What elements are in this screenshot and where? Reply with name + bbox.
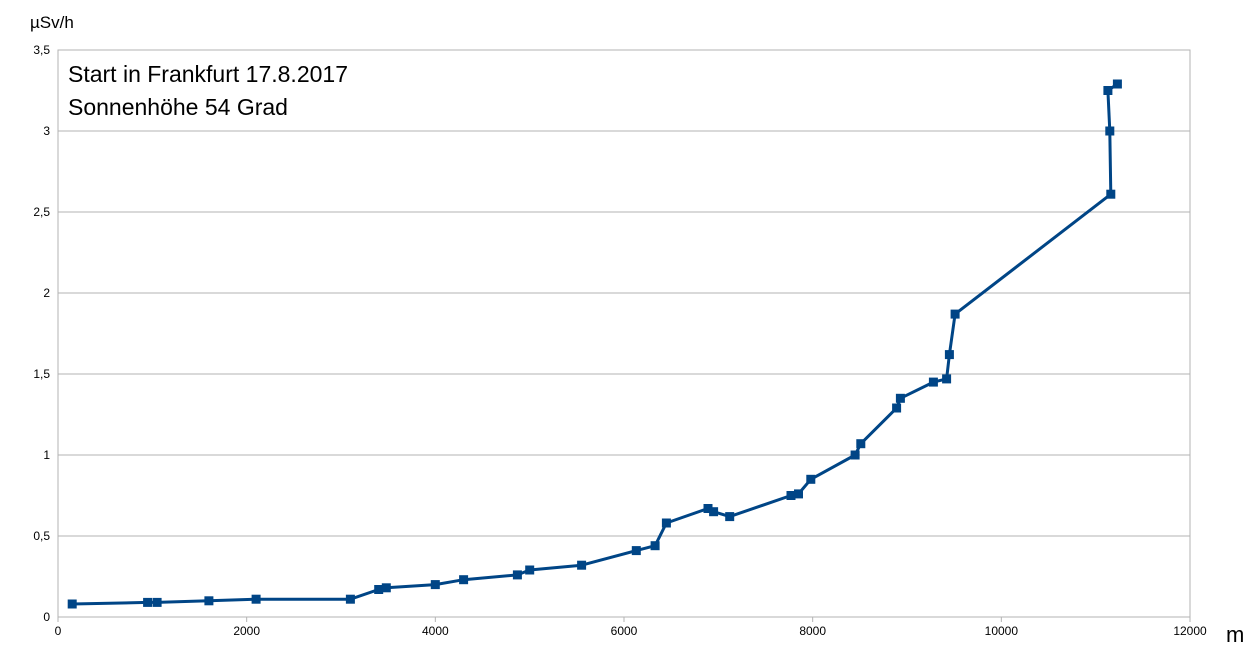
- data-point-marker: [725, 512, 735, 522]
- data-point-marker: [251, 594, 261, 604]
- data-point-marker: [525, 565, 535, 575]
- y-tick-label: 3: [43, 124, 50, 138]
- data-point-marker: [895, 393, 905, 403]
- data-point-marker: [850, 450, 860, 460]
- data-point-marker: [430, 580, 440, 590]
- data-point-marker: [950, 309, 960, 319]
- data-point-marker: [381, 583, 391, 593]
- x-tick-label: 8000: [799, 624, 826, 638]
- x-tick-label: 2000: [233, 624, 260, 638]
- x-tick-labels: 0 2000 4000 6000 8000 10000 12000: [55, 617, 1207, 638]
- y-tick-label: 2: [43, 286, 50, 300]
- y-tick-labels: 0 0,5 1 1,5 2 2,5 3 3,5: [33, 43, 50, 624]
- data-point-marker: [944, 350, 954, 360]
- data-point-marker: [794, 489, 803, 499]
- data-point-marker: [650, 541, 660, 551]
- data-point-marker: [661, 518, 671, 528]
- data-point-marker: [806, 474, 816, 484]
- x-tick-label: 6000: [611, 624, 638, 638]
- y-tick-label: 0: [43, 610, 50, 624]
- data-point-marker: [703, 504, 713, 513]
- x-axis-unit-label: m: [1226, 622, 1244, 647]
- data-point-marker: [892, 403, 902, 413]
- data-point-marker: [577, 560, 587, 570]
- x-tick-label: 12000: [1173, 624, 1207, 638]
- data-point-marker: [856, 439, 866, 449]
- data-point-marker: [1105, 126, 1115, 136]
- y-tick-label: 1,5: [33, 367, 50, 381]
- y-axis-unit-label: µSv/h: [30, 13, 74, 32]
- y-tick-label: 0,5: [33, 529, 50, 543]
- series-dose-rate: [67, 79, 1122, 609]
- data-point-marker: [1103, 86, 1113, 95]
- grid-lines: [58, 130, 1190, 537]
- annotation-start: Start in Frankfurt 17.8.2017: [68, 61, 348, 87]
- data-point-marker: [345, 594, 355, 604]
- data-point-marker: [512, 570, 522, 580]
- data-point-marker: [67, 599, 77, 609]
- data-point-marker: [631, 546, 641, 556]
- data-point-marker: [374, 585, 384, 594]
- x-tick-label: 0: [55, 624, 62, 638]
- y-tick-label: 3,5: [33, 43, 50, 57]
- y-tick-label: 1: [43, 448, 50, 462]
- annotation-sun-elevation: Sonnenhöhe 54 Grad: [68, 94, 288, 120]
- data-point-marker: [1112, 79, 1122, 89]
- x-tick-label: 4000: [422, 624, 449, 638]
- y-tick-label: 2,5: [33, 205, 50, 219]
- data-point-marker: [1106, 189, 1116, 199]
- data-point-marker: [786, 491, 796, 500]
- data-point-marker: [204, 596, 214, 606]
- data-point-marker: [942, 374, 952, 384]
- data-point-marker: [459, 575, 469, 585]
- data-point-marker: [152, 597, 162, 607]
- x-tick-label: 10000: [985, 624, 1019, 638]
- data-point-marker: [928, 377, 938, 387]
- data-point-marker: [143, 597, 153, 607]
- data-point-marker: [709, 507, 719, 517]
